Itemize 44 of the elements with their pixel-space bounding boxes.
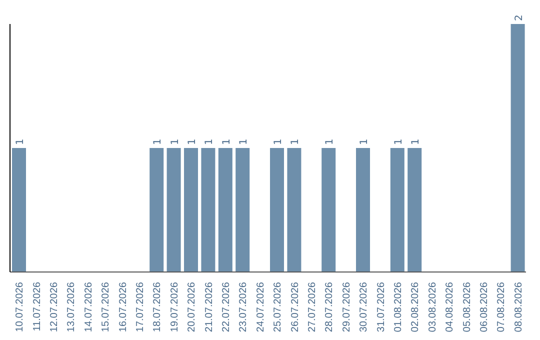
x-tick-label: 17.07.2026	[135, 282, 146, 332]
x-tick-label: 26.07.2026	[290, 282, 301, 332]
x-tick-label: 30.07.2026	[358, 282, 370, 332]
data-label: 1	[187, 138, 198, 145]
data-label: 1	[221, 138, 232, 145]
x-tick-label: 20.07.2026	[186, 282, 198, 332]
x-tick-label: 08.08.2026	[513, 282, 524, 332]
data-label: 1	[359, 138, 370, 145]
x-tick-label: 22.07.2026	[221, 282, 232, 332]
x-tick-label: 18.07.2026	[152, 282, 164, 332]
x-tick-label: 21.07.2026	[204, 282, 215, 332]
x-tick-label: 01.08.2026	[393, 282, 404, 332]
data-label: 1	[410, 138, 422, 145]
x-tick-label: 14.07.2026	[83, 282, 94, 332]
x-tick-label: 28.07.2026	[324, 282, 336, 332]
data-label: 1	[393, 138, 404, 145]
data-label: 2	[514, 14, 525, 21]
x-tick-label: 27.07.2026	[307, 282, 318, 332]
x-tick-label: 11.07.2026	[32, 282, 43, 332]
data-label: 1	[273, 138, 284, 145]
data-label: 1	[238, 138, 250, 145]
x-tick-label: 04.08.2026	[444, 282, 456, 332]
x-tick-label: 29.07.2026	[341, 282, 352, 332]
data-label: 1	[152, 138, 164, 145]
x-tick-label: 31.07.2026	[376, 282, 387, 332]
data-label: 1	[170, 138, 181, 145]
x-tick-label: 07.08.2026	[496, 282, 508, 332]
data-label: 1	[324, 138, 336, 145]
x-tick-label: 03.08.2026	[427, 282, 438, 332]
x-tick-label: 16.07.2026	[118, 282, 129, 332]
x-tick-label: 23.07.2026	[238, 282, 250, 332]
data-label: 1	[290, 138, 302, 145]
data-label: 1	[204, 138, 216, 145]
x-tick-label: 19.07.2026	[169, 282, 180, 332]
x-tick-label: 10.07.2026	[14, 282, 26, 332]
x-tick-label: 05.08.2026	[462, 282, 473, 332]
x-tick-label: 02.08.2026	[410, 282, 422, 332]
x-tick-label: 15.07.2026	[100, 282, 112, 332]
x-tick-label: 12.07.2026	[49, 282, 60, 332]
x-tick-label: 24.07.2026	[255, 282, 266, 332]
x-tick-label: 06.08.2026	[479, 282, 490, 332]
data-label: 1	[15, 138, 26, 145]
x-tick-label: 13.07.2026	[66, 282, 78, 332]
x-tick-label: 25.07.2026	[272, 282, 284, 332]
